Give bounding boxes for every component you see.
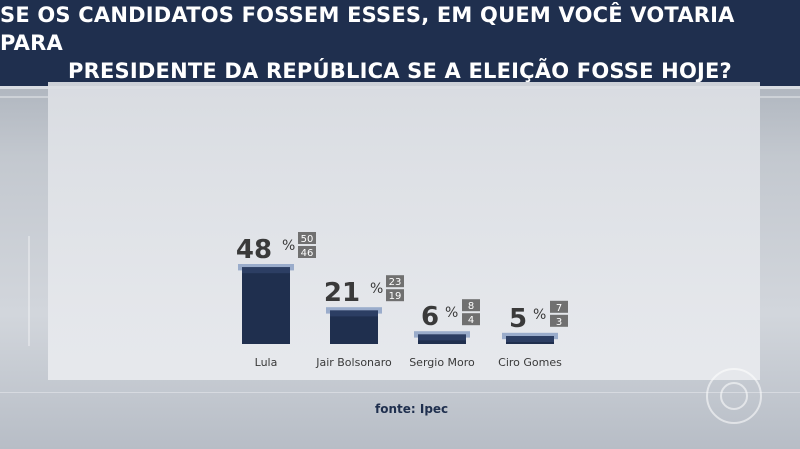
title-line-2: PRESIDENTE DA REPÚBLICA SE A ELEIÇÃO FOS… [68,59,732,83]
lower-box [462,313,480,326]
lower-box [550,314,568,327]
category-label: Lula [255,356,278,369]
title-line-1: SE OS CANDIDATOS FOSSEM ESSES, EM QUEM V… [0,3,735,55]
lower-value-label: 4 [468,315,474,326]
category-label: Sergio Moro [409,356,475,369]
upper-box [550,300,568,313]
category-label: Ciro Gomes [498,356,562,369]
background-line [28,236,30,346]
value-label: 5 [509,304,527,334]
bar-cap [242,267,290,274]
bar-cap [330,310,378,317]
bar-cap [418,334,466,341]
value-label: 48 [236,235,272,265]
upper-value-label: 23 [389,277,402,288]
bar-chart: 48% 50 46 Lula 21% 23 19 Jair Bolsonaro 6% 8 4 Serg… [236,232,568,369]
value-label: 21 [324,278,360,308]
lower-box [386,289,404,302]
lower-value-label: 3 [556,317,562,328]
background-line [760,96,800,98]
percent-sign: % [282,238,295,254]
bar-cap [506,336,554,342]
broadcaster-logo-icon [706,368,762,424]
lower-value-label: 46 [301,248,314,259]
percent-sign: % [370,281,383,297]
chart-panel: 48% 50 46 Lula 21% 23 19 Jair Bolsonaro 6% 8 4 Serg… [48,82,760,380]
bar [242,267,290,344]
background-line [0,392,800,393]
lower-box [298,246,316,258]
upper-value-label: 7 [556,303,562,314]
upper-box [298,232,316,244]
chart-title: SE OS CANDIDATOS FOSSEM ESSES, EM QUEM V… [0,0,800,89]
upper-box [462,299,480,312]
value-label: 6 [421,302,439,332]
percent-sign: % [445,305,458,321]
background-line [0,96,48,98]
upper-value-label: 50 [301,234,314,245]
source-label: fonte: Ipec [375,402,449,416]
upper-box [386,275,404,288]
lower-value-label: 19 [389,291,402,302]
upper-value-label: 8 [468,301,474,312]
category-label: Jair Bolsonaro [315,356,392,369]
percent-sign: % [533,307,546,323]
